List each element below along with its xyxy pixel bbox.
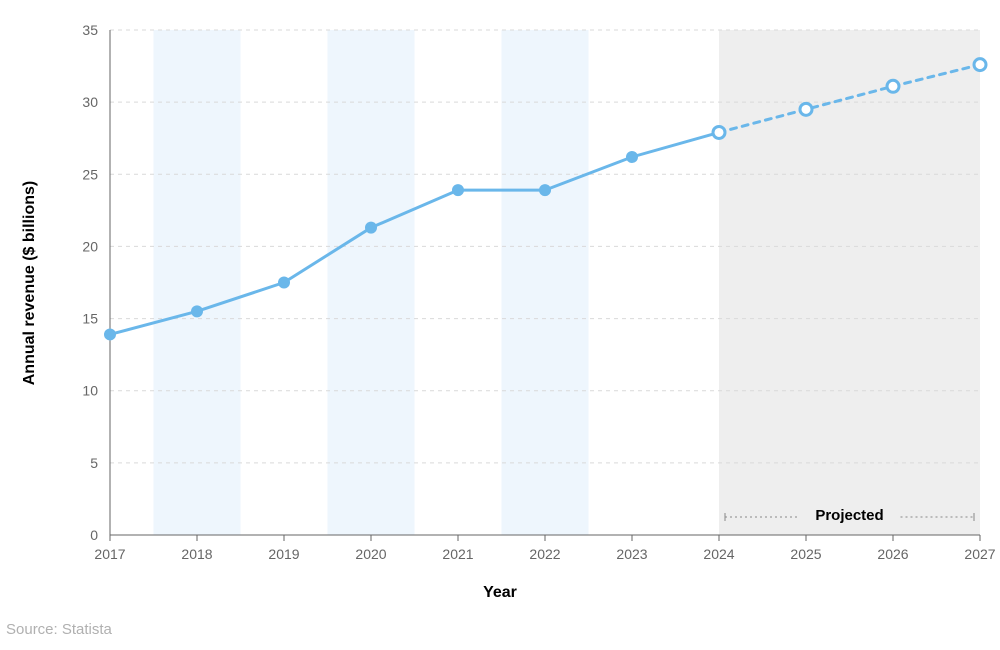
svg-text:0: 0 bbox=[90, 527, 98, 543]
svg-text:2017: 2017 bbox=[94, 546, 125, 562]
svg-text:25: 25 bbox=[82, 166, 98, 182]
svg-text:2026: 2026 bbox=[877, 546, 908, 562]
svg-text:2019: 2019 bbox=[268, 546, 299, 562]
projected-label: Projected bbox=[805, 507, 895, 524]
svg-text:2027: 2027 bbox=[964, 546, 995, 562]
svg-text:2018: 2018 bbox=[181, 546, 212, 562]
source-attribution: Source: Statista bbox=[6, 621, 112, 638]
line-chart-svg: 0510152025303520172018201920202021202220… bbox=[0, 0, 1000, 650]
svg-text:2022: 2022 bbox=[529, 546, 560, 562]
svg-text:5: 5 bbox=[90, 455, 98, 471]
svg-text:2020: 2020 bbox=[355, 546, 386, 562]
svg-text:10: 10 bbox=[82, 383, 98, 399]
chart-container: 0510152025303520172018201920202021202220… bbox=[0, 0, 1000, 650]
svg-text:2024: 2024 bbox=[703, 546, 734, 562]
svg-text:2021: 2021 bbox=[442, 546, 473, 562]
svg-text:30: 30 bbox=[82, 94, 98, 110]
svg-text:20: 20 bbox=[82, 238, 98, 254]
svg-text:2025: 2025 bbox=[790, 546, 821, 562]
svg-text:15: 15 bbox=[82, 311, 98, 327]
x-axis-label: Year bbox=[0, 584, 1000, 602]
svg-text:35: 35 bbox=[82, 22, 98, 38]
svg-text:2023: 2023 bbox=[616, 546, 647, 562]
y-axis-label: Annual revenue ($ billions) bbox=[21, 153, 39, 413]
